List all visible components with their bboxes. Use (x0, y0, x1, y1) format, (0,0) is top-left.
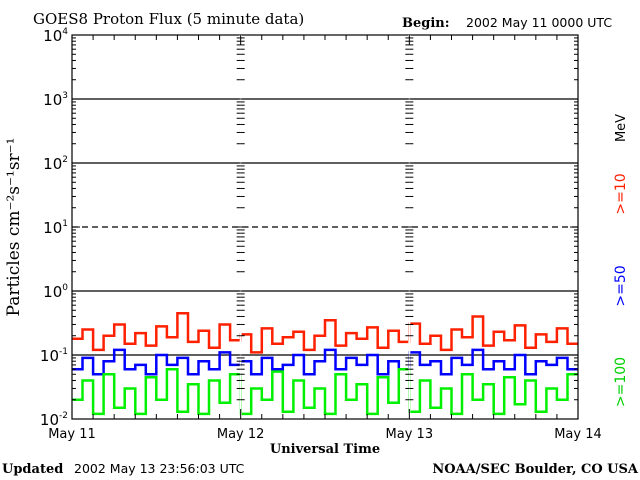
x-axis-label: Universal Time (270, 442, 380, 457)
y-tick-label: 101 (43, 219, 68, 237)
y-axis-label: Particles cm⁻²s⁻¹sr⁻¹ (4, 138, 24, 317)
begin-value: 2002 May 11 0000 UTC (466, 15, 612, 30)
legend-ge100: >=100 (613, 357, 629, 407)
chart-title: GOES8 Proton Flux (5 minute data) (33, 10, 304, 28)
x-tick-label: May 13 (386, 427, 434, 442)
y-tick-label: 10-1 (40, 347, 68, 365)
x-tick-labels: May 11 May 12 May 13 May 14 (48, 427, 602, 442)
credit: NOAA/SEC Boulder, CO USA (432, 462, 639, 477)
legend-ge50: >=50 (613, 265, 629, 306)
y-tick-label: 10-2 (40, 411, 68, 429)
series-line-1 (72, 348, 578, 376)
begin-label: Begin: (402, 16, 450, 31)
legend-ge10: >=10 (613, 173, 629, 214)
y-tick-label: 102 (43, 155, 68, 173)
updated-label: Updated (2, 462, 63, 477)
legend-unit: MeV (614, 114, 629, 142)
y-tick-label: 103 (43, 91, 68, 109)
grid (72, 98, 578, 356)
y-tick-label: 104 (43, 27, 68, 45)
y-tick-label: 100 (43, 283, 68, 301)
updated-value: 2002 May 13 23:56:03 UTC (74, 461, 245, 476)
y-tick-labels: 10-2 10-1 100 101 102 103 104 (40, 27, 68, 429)
series-line-0 (72, 311, 578, 354)
x-tick-label: May 11 (48, 427, 96, 442)
x-tick-label: May 14 (554, 427, 602, 442)
series-line-2 (72, 367, 578, 416)
x-tick-label: May 12 (217, 427, 265, 442)
series-group (72, 311, 578, 416)
axes (71, 34, 579, 420)
